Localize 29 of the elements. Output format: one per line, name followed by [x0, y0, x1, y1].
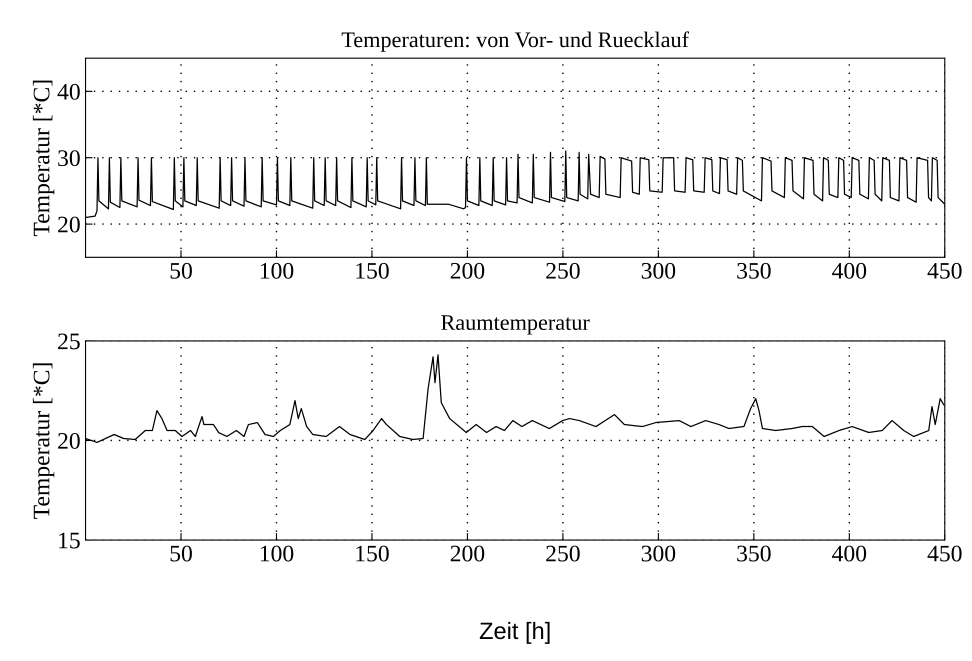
- x-tick-label: 150: [356, 262, 389, 279]
- x-tick-label: 400: [832, 546, 866, 562]
- x-tick-label: 150: [356, 546, 389, 562]
- x-tick-label: 300: [642, 262, 676, 279]
- x-tick-label: 450: [928, 262, 962, 279]
- x-axis-title: Zeit [h]: [480, 622, 550, 644]
- x-tick-label: 100: [260, 546, 294, 562]
- y-tick-label: 20: [58, 216, 80, 233]
- x-tick-label: 350: [737, 262, 771, 279]
- y-tick-label: 15: [59, 532, 80, 548]
- x-tick-label: 300: [642, 546, 676, 562]
- x-tick-label: 350: [737, 546, 771, 562]
- y-tick-label: 40: [58, 84, 80, 100]
- y-axis-title: Temperatur [*C]: [32, 80, 54, 236]
- chart-title: Raumtemperatur: [441, 315, 590, 335]
- x-tick-label: 400: [832, 262, 866, 279]
- x-tick-label: 450: [928, 546, 962, 562]
- x-tick-label: 50: [170, 262, 192, 279]
- x-tick-label: 200: [450, 546, 484, 562]
- x-tick-label: 250: [546, 546, 580, 562]
- x-tick-label: 200: [450, 262, 484, 279]
- x-tick-label: 100: [260, 262, 294, 279]
- y-axis-title: Temperatur [*C]: [32, 363, 54, 519]
- x-tick-label: 250: [546, 262, 580, 279]
- y-tick-label: 20: [58, 432, 80, 449]
- chart-title: Temperaturen: von Vor- und Ruecklauf: [342, 31, 690, 52]
- y-tick-label: 25: [58, 333, 80, 350]
- y-tick-label: 30: [58, 150, 80, 166]
- x-tick-label: 50: [170, 546, 192, 562]
